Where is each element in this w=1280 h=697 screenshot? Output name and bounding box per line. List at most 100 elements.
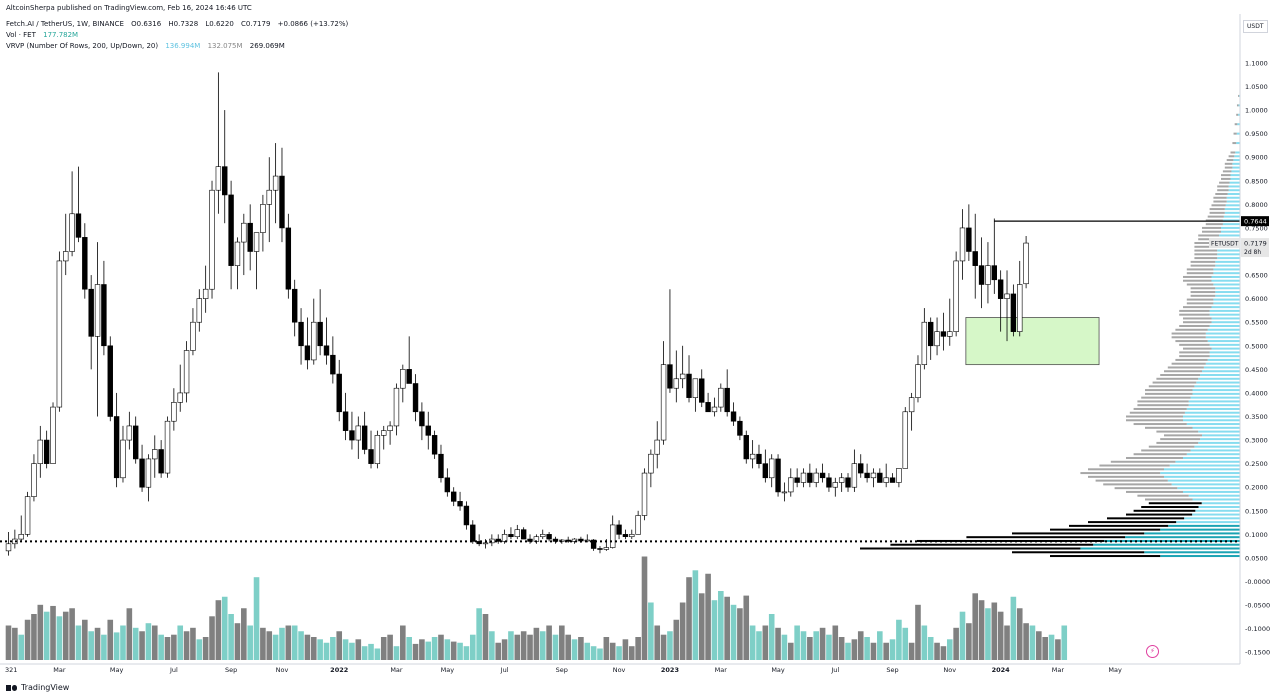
candle-body-down — [107, 345, 113, 417]
volume-profile-up-row — [1230, 174, 1240, 177]
volume-bar — [609, 642, 616, 660]
volume-profile-up-row — [1195, 509, 1240, 512]
volume-profile-down-row — [1171, 336, 1206, 339]
volume-profile-up-row — [1198, 430, 1240, 433]
volume-bar — [425, 641, 432, 660]
volume-profile-down-row — [1198, 234, 1220, 237]
candle — [654, 421, 660, 469]
volume-profile-up-row — [1236, 132, 1240, 135]
candle-body-up — [711, 406, 718, 413]
candle — [724, 369, 730, 417]
price-unit-label[interactable]: USDT — [1243, 20, 1268, 33]
volume-bar — [1048, 634, 1055, 660]
candle-body-down — [699, 378, 705, 403]
price-tick-label: 0.1000 — [1245, 531, 1268, 539]
volume-bar — [533, 627, 540, 660]
volume-bar — [724, 596, 730, 660]
candle — [94, 242, 101, 417]
symbol-tag-bg — [1209, 238, 1240, 249]
candle-body-down — [298, 321, 304, 347]
candle — [788, 468, 794, 497]
volume-profile-up-row — [1229, 181, 1240, 184]
volume-profile-down-row — [1156, 441, 1199, 444]
volume-bar — [654, 625, 661, 660]
candle-body-down — [756, 453, 762, 464]
volume-profile-up-row — [1160, 555, 1240, 558]
candle-body-down — [113, 416, 120, 479]
candle — [686, 355, 692, 403]
candle-body-down — [622, 534, 629, 538]
volume-profile-down-row — [1226, 159, 1234, 162]
candle-body-down — [361, 425, 368, 450]
price-tick-label: 0.5500 — [1245, 319, 1268, 327]
volume-bar — [234, 623, 241, 660]
volume-profile-down-row — [1217, 185, 1229, 188]
volume-profile-up-row — [1213, 268, 1240, 271]
volume-bar — [279, 627, 285, 660]
volume-bar — [902, 627, 909, 660]
vrvp-total-value: 269.069M — [249, 42, 285, 50]
volume-bar — [813, 631, 820, 660]
volume-bar — [323, 642, 330, 660]
volume-bar — [934, 642, 940, 660]
tradingview-logo-icon — [6, 684, 18, 691]
volume-bar — [800, 631, 807, 660]
candle-body-up — [69, 213, 75, 252]
volume-profile-down-row — [1221, 174, 1231, 177]
volume-bar — [737, 608, 743, 660]
volume-bar — [431, 637, 438, 660]
tradingview-footer: TradingView — [6, 683, 69, 692]
candle — [400, 364, 406, 403]
volume-bar — [514, 634, 521, 660]
candle-body-up — [921, 321, 928, 365]
candle — [101, 260, 107, 356]
volume-bar — [266, 631, 273, 660]
volume-bar — [870, 642, 877, 660]
candle — [215, 72, 222, 214]
volume-profile-up-row — [1209, 343, 1240, 346]
candle-body-down — [858, 463, 864, 474]
volume-profile-up-row — [1164, 468, 1240, 471]
candle — [616, 520, 622, 540]
volume-bar — [756, 631, 762, 660]
volume-bar — [539, 631, 546, 660]
candle — [947, 298, 953, 346]
time-tick-label: 2024 — [992, 666, 1011, 674]
candle-body-up — [381, 430, 387, 436]
candle-body-down — [845, 477, 851, 488]
volume-profile-up-row — [1188, 404, 1240, 407]
candle-body-up — [215, 166, 222, 191]
candle — [756, 444, 762, 469]
candle — [552, 536, 559, 544]
candle — [584, 534, 590, 543]
volume-profile-up-row — [1192, 513, 1240, 516]
candle — [241, 213, 247, 276]
volume-profile-up-row — [1226, 200, 1240, 203]
price-tick-label: -0.0000 — [1245, 578, 1270, 586]
candle-body-up — [540, 534, 546, 538]
volume-bar — [508, 631, 514, 660]
price-tick-label: 0.3000 — [1245, 437, 1268, 445]
volume-bar — [489, 631, 495, 660]
candle — [381, 425, 387, 450]
candle-body-up — [12, 538, 18, 545]
volume-bar — [330, 637, 336, 660]
vrvp-up-value: 136.994M — [165, 42, 201, 50]
candle-body-down — [247, 222, 253, 252]
volume-profile-down-row — [1103, 483, 1172, 486]
candle — [902, 407, 908, 469]
volume-bar — [520, 631, 527, 660]
volume-bar — [794, 625, 800, 660]
candle-body-up — [234, 241, 241, 266]
volume-profile-down-row — [1141, 396, 1191, 399]
candle-body-up — [908, 397, 915, 413]
candle-body-up — [896, 468, 902, 483]
symbol-name: Fetch.AI / TetherUS, 1W, BINANCE — [6, 20, 124, 28]
candle-body-down — [997, 279, 1004, 299]
flash-icon[interactable]: ⚡ — [1146, 645, 1159, 658]
volume-bar — [590, 646, 597, 660]
volume-bar — [393, 646, 400, 660]
volume-bar — [832, 625, 839, 660]
time-tick-label: May — [441, 666, 455, 674]
